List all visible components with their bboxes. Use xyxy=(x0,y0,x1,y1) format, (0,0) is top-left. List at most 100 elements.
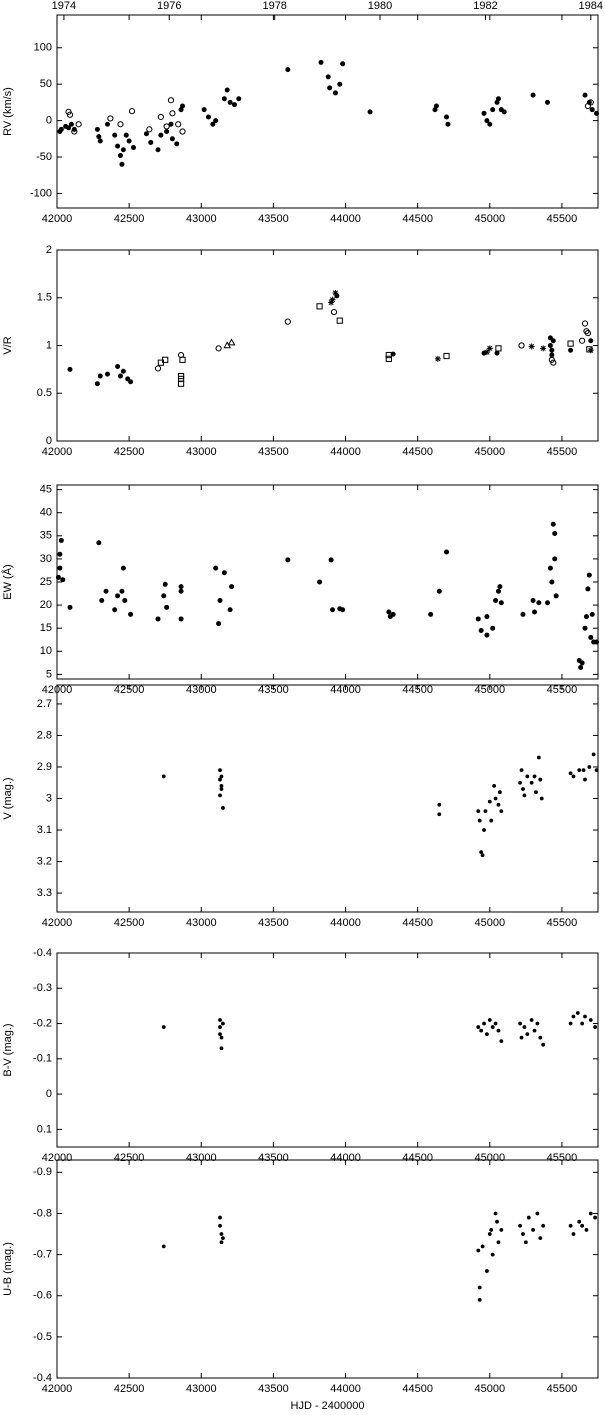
y-tick-label: -0.4 xyxy=(33,947,52,959)
point xyxy=(476,1248,481,1253)
point xyxy=(219,1035,224,1040)
point xyxy=(219,787,224,791)
point xyxy=(495,96,501,102)
y-axis-label: U-B (mag.) xyxy=(2,1242,14,1296)
point xyxy=(60,577,66,583)
point xyxy=(58,537,64,543)
point xyxy=(175,121,182,128)
point xyxy=(580,1223,585,1228)
x-tick-label: 43500 xyxy=(258,213,289,225)
point xyxy=(492,783,497,788)
y-tick-label: -0.2 xyxy=(33,1017,52,1029)
point xyxy=(482,1021,486,1026)
point xyxy=(67,366,73,372)
point xyxy=(57,551,63,557)
x-tick-label: 43500 xyxy=(258,446,289,458)
point xyxy=(552,556,558,562)
point xyxy=(143,131,149,137)
point xyxy=(593,1025,598,1029)
point xyxy=(205,114,211,120)
y-tick-label: 0.5 xyxy=(37,387,52,399)
point xyxy=(179,128,186,135)
point xyxy=(571,774,576,779)
x-tick-label: 44500 xyxy=(402,213,433,225)
point xyxy=(530,92,536,98)
x-tick-label: 43500 xyxy=(258,1383,289,1395)
point xyxy=(210,121,216,127)
point xyxy=(490,107,496,113)
y-tick-label: 0.1 xyxy=(37,1123,52,1135)
point xyxy=(221,1021,225,1026)
point xyxy=(534,790,538,795)
point xyxy=(487,121,493,127)
point xyxy=(518,780,522,785)
point xyxy=(130,145,136,151)
point xyxy=(487,799,492,804)
point xyxy=(496,1028,501,1033)
point xyxy=(433,103,439,109)
x-tick-label: 45000 xyxy=(475,1152,506,1164)
point xyxy=(541,1223,546,1228)
point xyxy=(532,609,538,615)
point xyxy=(119,588,125,594)
point xyxy=(486,345,493,352)
y-tick-label: 5 xyxy=(46,668,52,680)
point xyxy=(103,588,109,594)
point xyxy=(550,521,556,527)
point xyxy=(117,121,124,128)
point xyxy=(219,774,224,779)
y-tick-label: 50 xyxy=(40,78,52,90)
x-tick-label: 45500 xyxy=(547,917,578,929)
point xyxy=(476,809,481,814)
y-axis-label: EW (Å) xyxy=(1,564,14,599)
point xyxy=(75,121,82,128)
x-tick-label: 42500 xyxy=(114,917,145,929)
x-tick-label: 42000 xyxy=(42,213,73,225)
point xyxy=(66,125,72,131)
point xyxy=(126,138,132,144)
point xyxy=(123,132,129,138)
point xyxy=(550,338,556,344)
point xyxy=(99,597,105,603)
x-tick-label: 42500 xyxy=(114,446,145,458)
point xyxy=(487,1232,492,1236)
point xyxy=(57,565,63,571)
x-tick-label: 43500 xyxy=(258,1152,289,1164)
x-tick-label: 42000 xyxy=(42,1383,73,1395)
point xyxy=(104,121,110,127)
point xyxy=(157,113,164,121)
y-axis-label: RV (km/s) xyxy=(2,87,14,136)
point xyxy=(367,109,373,115)
x-tick-label: 42500 xyxy=(114,1383,145,1395)
x-tick-label: 44500 xyxy=(402,446,433,458)
point xyxy=(117,153,123,159)
x-tick-label: 42000 xyxy=(42,1152,73,1164)
plot-frame xyxy=(56,249,599,442)
point xyxy=(161,1025,166,1029)
point xyxy=(484,632,490,638)
point xyxy=(169,136,175,142)
point xyxy=(586,572,592,578)
point xyxy=(521,787,525,791)
point xyxy=(545,99,551,105)
point xyxy=(493,597,499,603)
top-tick-label: 1984 xyxy=(579,0,603,12)
point xyxy=(525,1032,530,1037)
x-tick-label: 44000 xyxy=(330,917,361,929)
plot-frame xyxy=(56,14,599,209)
point xyxy=(168,121,174,127)
point xyxy=(580,1021,585,1026)
point xyxy=(161,593,167,599)
x-tick-label: 45000 xyxy=(475,1383,506,1395)
x-tick-label: 45000 xyxy=(475,213,506,225)
point xyxy=(128,108,136,115)
point xyxy=(218,1032,222,1037)
point xyxy=(494,350,500,356)
point xyxy=(547,343,553,348)
y-tick-label: -0.9 xyxy=(33,1166,52,1178)
point xyxy=(541,1042,546,1047)
y-tick-label: 3.2 xyxy=(37,855,52,867)
plot-frame xyxy=(56,1159,599,1379)
point xyxy=(482,828,486,832)
x-tick-label: 43500 xyxy=(258,917,289,929)
